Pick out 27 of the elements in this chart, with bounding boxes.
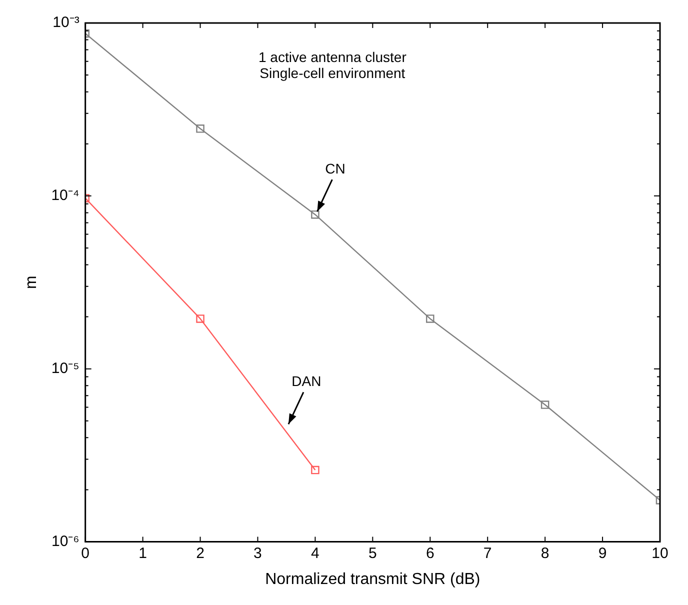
x-axis-title: Normalized transmit SNR (dB) <box>265 570 480 588</box>
y-axis-title: m <box>23 276 40 290</box>
x-tick-label: 2 <box>196 544 204 562</box>
point <box>196 314 204 323</box>
x-tick-label: 10 <box>652 544 668 562</box>
y-tick-label: 10⁻⁴ <box>51 187 80 204</box>
annotation: 1 active antenna cluster <box>258 48 407 65</box>
x-tick-label: 3 <box>254 544 262 562</box>
y-tick-label: 10⁻⁶ <box>51 532 80 550</box>
annotation: CN <box>325 160 346 176</box>
point <box>196 124 204 133</box>
x-tick-label: 0 <box>81 544 90 562</box>
point <box>540 400 550 409</box>
x-tick-label: 5 <box>368 544 377 562</box>
y-tick-label: 10⁻⁵ <box>51 360 80 378</box>
x-tick-label: 1 <box>138 544 147 562</box>
x-tick-label: 7 <box>483 544 492 562</box>
x-tick-label: 9 <box>598 544 607 562</box>
y-tick-label: 10⁻³ <box>52 14 80 32</box>
x-tick-label: 8 <box>540 544 550 562</box>
point <box>426 314 434 323</box>
point <box>311 466 320 474</box>
x-tick-label: 4 <box>311 544 320 562</box>
annotation: DAN <box>292 373 322 390</box>
x-tick-label: 6 <box>426 544 434 562</box>
point <box>311 210 320 219</box>
annotation: Single-cell environment <box>260 64 406 81</box>
